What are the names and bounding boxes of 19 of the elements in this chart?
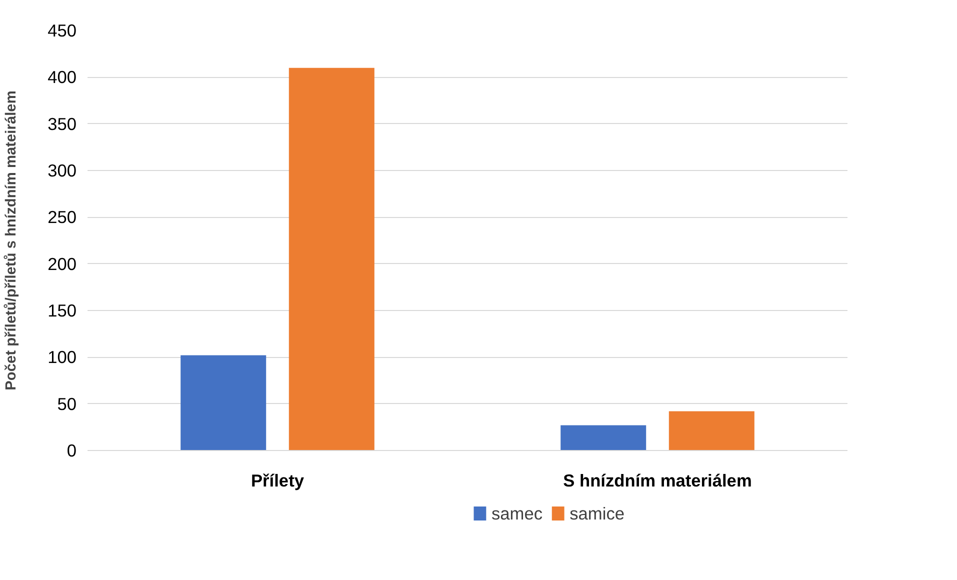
bar <box>668 411 754 450</box>
y-tick-label: 400 <box>48 67 77 88</box>
y-tick-label: 150 <box>48 300 77 320</box>
y-tick-label: 250 <box>48 207 77 228</box>
x-tick-label: Přílety <box>251 470 304 490</box>
legend-label: samice <box>570 504 625 524</box>
y-axis-title: Počet příletů/příletů s hnízdním mateirálem <box>4 90 20 390</box>
y-tick-label: 50 <box>57 394 77 414</box>
x-tick-label: S hnízdním materiálem <box>563 470 752 490</box>
legend-label: samec <box>492 504 543 524</box>
y-tick-label: 350 <box>48 114 77 134</box>
y-tick-label: 450 <box>48 20 77 40</box>
y-tick-label: 0 <box>66 440 77 460</box>
y-tick-label: 300 <box>48 160 77 180</box>
bar <box>288 68 374 450</box>
y-tick-label: 100 <box>48 347 77 368</box>
bar <box>560 425 646 450</box>
bar <box>180 355 266 450</box>
y-tick-label: 200 <box>48 254 77 274</box>
